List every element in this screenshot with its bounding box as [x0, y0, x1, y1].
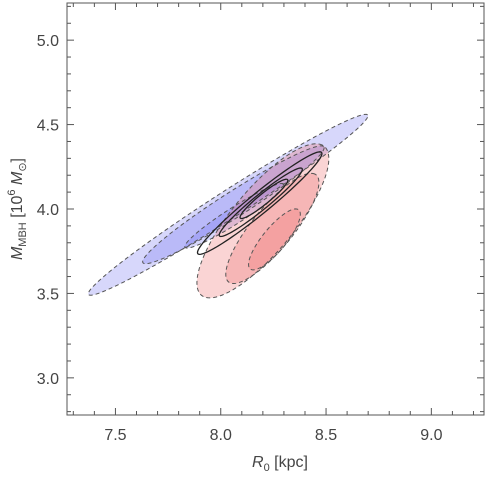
contour-outlines [87, 113, 369, 299]
blue-region-3-outline [87, 113, 369, 296]
x-tick-label: 8.5 [315, 427, 337, 444]
x-axis-label-sub: 0 [264, 462, 270, 474]
joint-region-3-outline [196, 151, 323, 255]
x-axis-label-unit: [kpc] [270, 454, 308, 471]
red-region-1-outline [248, 208, 301, 271]
x-axis-label: R0 [kpc] [252, 454, 308, 474]
y-axis-label-unit-close: ] [9, 158, 26, 162]
y-tick-label: 4.5 [37, 118, 59, 135]
blue-region-3-fill [88, 114, 368, 296]
y-axis-label-main: M [9, 246, 26, 260]
y-axis-label: MMBH [106 M⊙] [6, 158, 29, 260]
y-tick-label: 3.5 [37, 286, 59, 303]
y-axis-label-sub: MBH [17, 222, 29, 247]
y-axis-label-unit-open: [10 [9, 195, 26, 222]
y-tick-label: 4.0 [37, 202, 59, 219]
axis-ticks: 7.5 8.0 8.5 9.0 3.0 3.5 4.0 4.5 5.0 [37, 3, 484, 444]
x-tick-label: 8.0 [210, 427, 232, 444]
y-tick-label: 5.0 [37, 33, 59, 50]
plot-area-background [67, 3, 484, 415]
y-axis-label-unit-sup: 6 [6, 189, 18, 195]
y-tick-label: 3.0 [37, 371, 59, 388]
x-tick-label: 9.0 [420, 427, 442, 444]
y-axis-label-unit-sub: ⊙ [17, 162, 29, 171]
red-region-2-fill [225, 173, 319, 284]
joint-region-2-outline [218, 167, 303, 238]
y-axis-label-unit-mass: M [9, 171, 26, 189]
x-axis-label-main: R [252, 454, 264, 471]
x-tick-label: 7.5 [104, 427, 126, 444]
red-region-1-fill [248, 208, 301, 270]
joint-region-1-outline [239, 178, 289, 220]
red-region-3-outline [196, 143, 330, 299]
red-region-3-fill [196, 143, 329, 298]
